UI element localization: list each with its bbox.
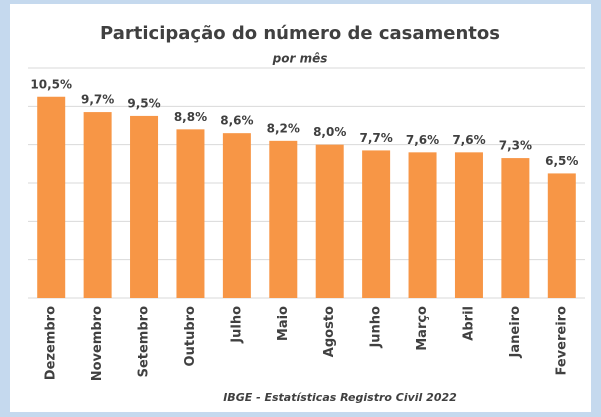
x-tick-label: Novembro xyxy=(90,306,105,381)
x-tick-label: Abril xyxy=(461,306,476,341)
bar xyxy=(37,96,66,298)
bar xyxy=(222,133,251,298)
x-tick-label: Outubro xyxy=(183,306,198,366)
x-tick-label: Junho xyxy=(369,306,384,349)
data-label: 8,6% xyxy=(220,114,253,128)
data-label: 8,0% xyxy=(313,125,346,139)
data-label: 7,3% xyxy=(499,139,532,153)
data-label: 6,5% xyxy=(545,154,578,168)
x-tick-label: Setembro xyxy=(137,306,152,377)
bar xyxy=(501,158,530,298)
bar xyxy=(362,150,391,298)
source-note: IBGE - Estatísticas Registro Civil 2022 xyxy=(223,391,457,404)
chart-subtitle: por mês xyxy=(272,52,328,66)
data-label: 7,7% xyxy=(359,131,392,145)
bar xyxy=(454,152,483,298)
data-label: 8,2% xyxy=(267,121,300,135)
bar xyxy=(176,129,205,298)
bar xyxy=(130,115,159,299)
bar xyxy=(547,173,576,298)
bar xyxy=(269,140,298,298)
bar xyxy=(83,112,112,298)
bar xyxy=(315,144,344,298)
bar xyxy=(408,152,437,298)
chart-title: Participação do número de casamentos xyxy=(100,23,500,44)
data-label: 9,5% xyxy=(127,96,160,110)
x-tick-label: Janeiro xyxy=(508,306,523,359)
x-tick-label: Dezembro xyxy=(44,306,59,380)
data-label: 8,8% xyxy=(174,110,207,124)
data-label: 7,6% xyxy=(406,133,439,147)
x-tick-label: Agosto xyxy=(322,306,337,357)
data-label: 10,5% xyxy=(30,77,72,91)
data-label: 7,6% xyxy=(452,133,485,147)
x-tick-label: Fevereiro xyxy=(554,306,569,376)
x-tick-label: Maio xyxy=(276,306,291,341)
data-label: 9,7% xyxy=(81,93,114,107)
x-tick-label: Março xyxy=(415,306,430,351)
x-tick-label: Julho xyxy=(229,306,244,344)
